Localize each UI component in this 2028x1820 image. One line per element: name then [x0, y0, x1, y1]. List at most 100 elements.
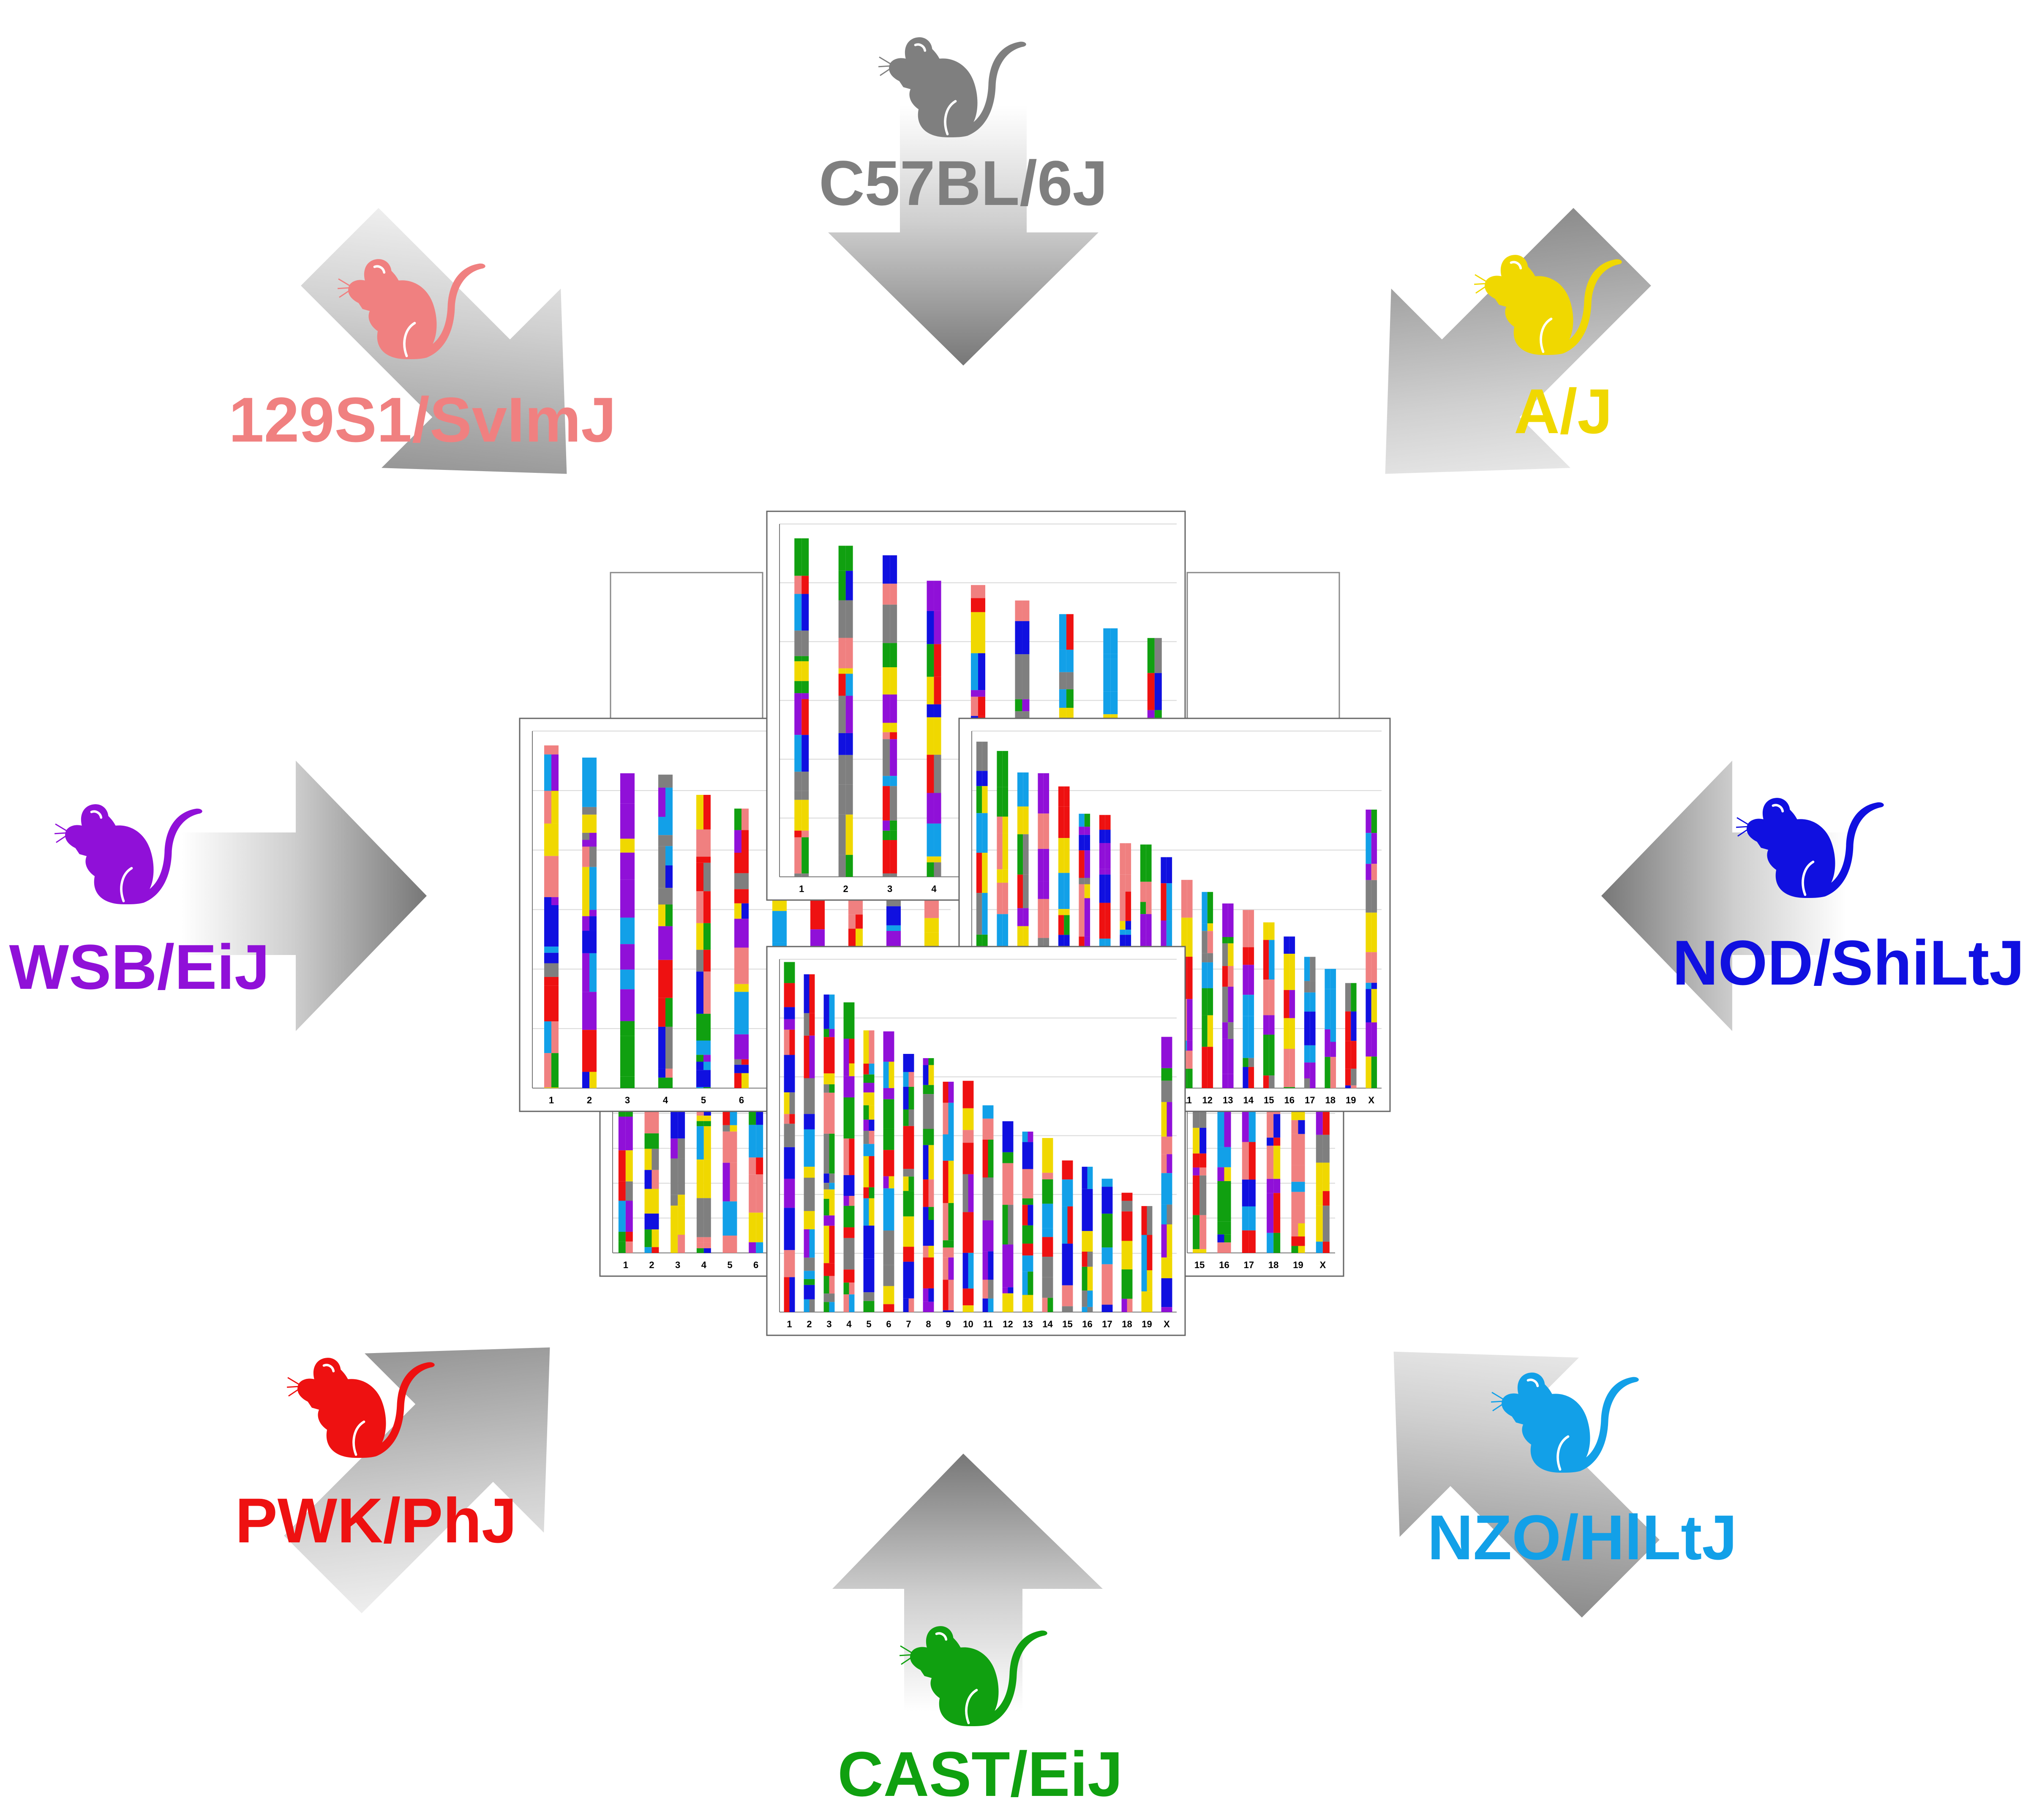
chromosome-2: [838, 546, 853, 877]
mouse-icon: [287, 1358, 435, 1458]
chromosome-11: [982, 1105, 994, 1312]
chromosome-18: [1121, 1192, 1133, 1312]
strain-label: PWK/PhJ: [235, 1485, 517, 1556]
chromosome-label: 3: [826, 1319, 831, 1329]
chromosome-label: 2: [807, 1319, 812, 1329]
chromosome-label: 6: [753, 1260, 758, 1270]
chromosome-17: [1101, 1179, 1113, 1312]
chromosome-4: [658, 775, 673, 1088]
chromosome-label: 6: [739, 1095, 744, 1105]
chromosome-X: [1316, 1089, 1330, 1253]
chromosome-label: 5: [866, 1319, 871, 1329]
chromosome-label: 4: [701, 1260, 707, 1270]
chromosome-5: [863, 1030, 875, 1312]
strain-nod: NOD/ShiLtJ: [1672, 798, 2025, 998]
chromosome-16: [1082, 1167, 1093, 1312]
strain-label: A/J: [1514, 376, 1612, 447]
chromosome-label: 15: [1062, 1319, 1072, 1329]
chromosome-label: 15: [1264, 1095, 1274, 1105]
chromosome-13: [1022, 1131, 1033, 1312]
mouse-icon: [900, 1626, 1047, 1726]
strain-layer: C57BL/6J A/J NOD/ShiLtJ NZO/HlLtJ CAST/EiJ PW…: [9, 37, 2025, 1809]
chromosome-13: [1222, 903, 1234, 1088]
chromosome-label: X: [1319, 1260, 1326, 1270]
chromosome-label: 16: [1082, 1319, 1092, 1329]
mouse-icon: [338, 259, 485, 359]
chromosome-14: [1042, 1138, 1053, 1312]
chromosome-label: 1: [623, 1260, 628, 1270]
chromosome-label: 16: [1284, 1095, 1295, 1105]
arrow-from-aj: [1385, 208, 1651, 474]
arrow-from-129s1: [301, 208, 567, 474]
chromosome-label: 4: [846, 1319, 852, 1329]
chromosome-label: 2: [587, 1095, 592, 1105]
strain-label: CAST/EiJ: [837, 1738, 1123, 1809]
arrow-from-pwk: [284, 1347, 550, 1613]
chromosome-label: 11: [983, 1319, 993, 1329]
chromosome-label: 2: [649, 1260, 654, 1270]
chromosome-label: 18: [1122, 1319, 1132, 1329]
chromosome-12: [1002, 1121, 1014, 1312]
chromosome-10: [962, 1081, 974, 1312]
strain-label: C57BL/6J: [819, 147, 1108, 218]
chromosome-19: [1141, 1206, 1153, 1312]
strain-pwk: PWK/PhJ: [235, 1358, 517, 1556]
chromosome-4: [843, 1002, 855, 1312]
strain-label: WSB/EiJ: [9, 931, 270, 1002]
chromosome-label: 14: [1042, 1319, 1053, 1329]
chromosome-label: 19: [1293, 1260, 1303, 1270]
chromosome-X: [1366, 809, 1377, 1088]
strain-s129: 129S1/SvImJ: [229, 259, 616, 455]
chromosome-8: [923, 1058, 934, 1312]
chromosome-label: 13: [1223, 1095, 1233, 1105]
chromosome-3: [883, 555, 897, 877]
chromosome-label: 1: [787, 1319, 792, 1329]
strain-aj: A/J: [1474, 255, 1622, 447]
chromosome-label: X: [1368, 1095, 1374, 1105]
panel-sheet: [1186, 572, 1340, 721]
chromosome-label: 1: [799, 884, 804, 894]
strain-label: NZO/HlLtJ: [1427, 1502, 1737, 1573]
chromosome-label: 18: [1325, 1095, 1336, 1105]
chromosome-14: [1243, 910, 1254, 1088]
chromosome-6: [883, 1031, 894, 1312]
arrow-from-nod: [1601, 761, 1846, 1031]
chromosome-16: [1284, 936, 1295, 1088]
chromosome-label: 16: [1219, 1260, 1229, 1270]
chromosome-2: [804, 974, 815, 1312]
strain-wsb: WSB/EiJ: [9, 804, 270, 1002]
chromosome-label: 17: [1102, 1319, 1112, 1329]
chromosome-label: 7: [906, 1319, 911, 1329]
mouse-icon: [1736, 798, 1884, 898]
strain-cast: CAST/EiJ: [837, 1626, 1123, 1809]
chromosome-label: 2: [843, 884, 848, 894]
strain-nzo: NZO/HlLtJ: [1427, 1373, 1737, 1573]
chromosome-label: 18: [1268, 1260, 1278, 1270]
chromosome-label: 10: [963, 1319, 973, 1329]
panel-front-bottom: 1 2 3 4 5 6 7 8 9 10 11 12 13 14 15 16 17 18 19 X: [766, 946, 1186, 1336]
chromosome-3: [620, 773, 635, 1088]
strain-label: 129S1/SvImJ: [229, 384, 616, 455]
chromosome-label: 8: [926, 1319, 931, 1329]
chromosome-4: [927, 581, 941, 877]
chromosome-label: 4: [663, 1095, 668, 1105]
chromosome-label: 9: [946, 1319, 951, 1329]
chromosome-1: [544, 745, 559, 1088]
chromosome-9: [943, 1081, 954, 1312]
chromosome-label: 5: [727, 1260, 732, 1270]
mouse-icon: [1491, 1373, 1639, 1473]
chromosome-label: 4: [931, 884, 937, 894]
chromosome-label: X: [1164, 1319, 1170, 1329]
chromosome-17: [1304, 957, 1316, 1088]
chromosome-12: [1202, 892, 1213, 1088]
chromosome-3: [823, 994, 835, 1312]
mouse-icon: [878, 37, 1026, 137]
chromosome-2: [582, 757, 597, 1088]
chromosome-label: 15: [1194, 1260, 1205, 1270]
chromosome-7: [903, 1054, 914, 1312]
chromosome-label: 14: [1243, 1095, 1254, 1105]
mouse-icon: [1474, 255, 1622, 355]
chromosome-label: 3: [675, 1260, 680, 1270]
chromosome-label: 17: [1305, 1095, 1315, 1105]
